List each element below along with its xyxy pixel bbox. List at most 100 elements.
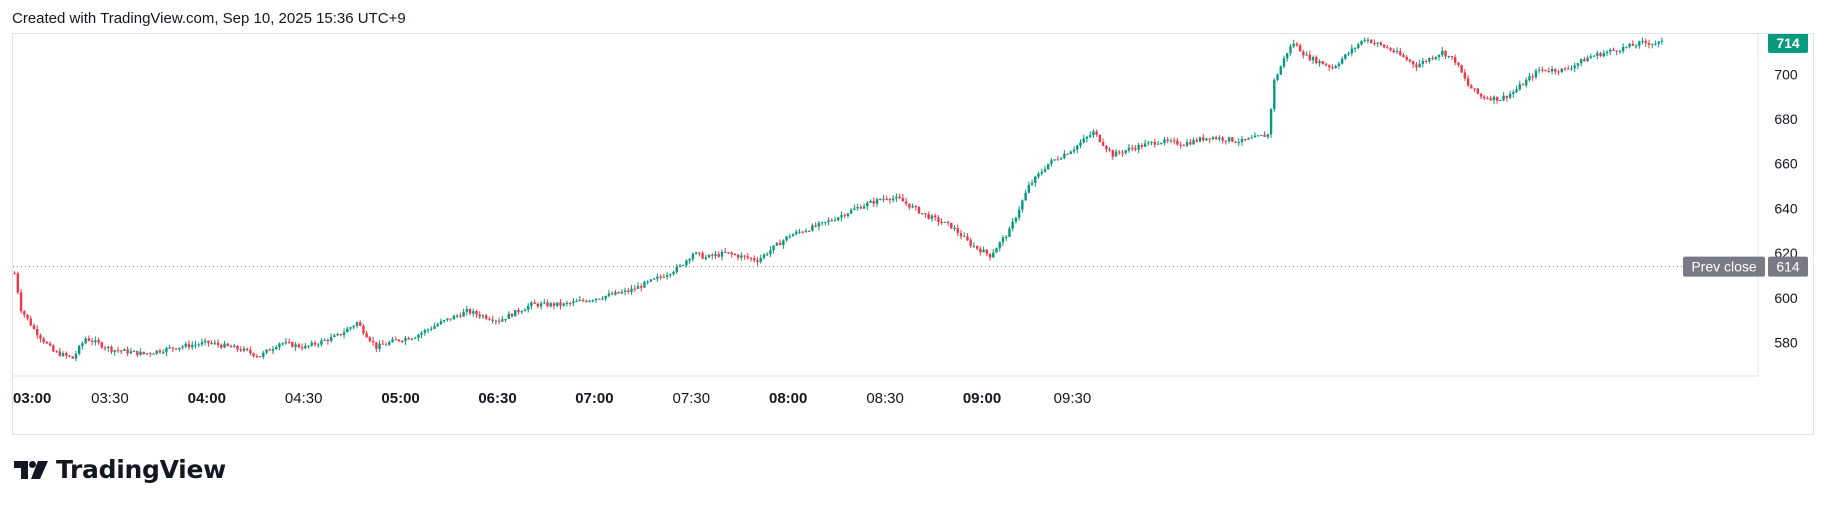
candle-body bbox=[152, 353, 155, 355]
candle-body bbox=[333, 335, 336, 337]
candle-body bbox=[588, 300, 591, 302]
candle-body bbox=[55, 351, 58, 353]
candle-body bbox=[814, 225, 817, 227]
candle-body bbox=[258, 356, 262, 358]
candle-body bbox=[84, 338, 87, 344]
candle-body bbox=[620, 291, 624, 294]
price-tick-label: 600 bbox=[1774, 290, 1798, 306]
candle-body bbox=[1447, 55, 1450, 57]
candle-body bbox=[268, 349, 271, 351]
candle-body bbox=[933, 215, 937, 218]
candle-body bbox=[546, 302, 549, 307]
candle-body bbox=[481, 315, 485, 317]
candle-body bbox=[45, 341, 49, 344]
candle-body bbox=[207, 340, 210, 343]
candle-body bbox=[975, 245, 979, 249]
candle-body bbox=[727, 252, 730, 254]
candle-body bbox=[320, 340, 323, 345]
candle-body bbox=[630, 288, 633, 292]
candle-body bbox=[956, 228, 959, 234]
candle-body bbox=[807, 230, 811, 232]
candle-body bbox=[888, 199, 892, 201]
candle-body bbox=[869, 201, 872, 203]
candle-body bbox=[924, 213, 927, 215]
candle-body bbox=[291, 342, 294, 347]
candle-body bbox=[1366, 39, 1370, 41]
price-tick-label: 580 bbox=[1774, 335, 1798, 351]
candle-body bbox=[917, 207, 921, 214]
candle-body bbox=[672, 271, 675, 275]
candle-body bbox=[678, 265, 682, 267]
candle-body bbox=[736, 254, 740, 258]
candle-body bbox=[610, 293, 614, 295]
candle-body bbox=[171, 347, 175, 349]
candle-body bbox=[501, 319, 504, 322]
candle-body bbox=[265, 349, 268, 353]
candle-body bbox=[1402, 55, 1405, 58]
candle-body bbox=[782, 240, 785, 246]
candle-body bbox=[74, 353, 78, 359]
candle-body bbox=[203, 340, 207, 343]
prev-close-label: Prev close bbox=[1691, 259, 1757, 275]
candle-body bbox=[804, 230, 808, 233]
candle-body bbox=[1466, 78, 1470, 86]
candle-body bbox=[1379, 42, 1383, 45]
candle-body bbox=[48, 343, 52, 346]
candle-body bbox=[514, 310, 517, 317]
chart-panel[interactable]: 580 600 620 640 660 680 700 03:00 03:30 04:00 04:3… bbox=[12, 33, 1814, 435]
candle-body bbox=[963, 236, 966, 238]
candle-body bbox=[465, 309, 468, 312]
candle-body bbox=[1227, 137, 1231, 142]
candle-body bbox=[155, 350, 158, 354]
candle-body bbox=[191, 344, 194, 348]
candle-body bbox=[81, 343, 84, 347]
candle-body bbox=[216, 342, 220, 345]
candle-body bbox=[304, 345, 307, 349]
candle-body bbox=[743, 255, 746, 257]
candle-body bbox=[1001, 237, 1005, 243]
tradingview-logo[interactable]: TradingView bbox=[14, 455, 226, 484]
candle-body bbox=[1518, 84, 1521, 90]
candle-body bbox=[688, 259, 691, 261]
candle-body bbox=[1421, 60, 1425, 64]
candle-body bbox=[1063, 153, 1066, 159]
candle-body bbox=[1198, 137, 1202, 142]
candle-body bbox=[149, 353, 152, 355]
candle-body bbox=[633, 288, 636, 290]
candle-body bbox=[1515, 89, 1518, 93]
candle-body bbox=[94, 340, 97, 343]
candle-body bbox=[381, 343, 385, 345]
candle-body bbox=[90, 340, 94, 343]
candle-body bbox=[459, 315, 462, 317]
candle-body bbox=[875, 199, 879, 204]
candle-body bbox=[717, 254, 720, 257]
candle-body bbox=[966, 236, 969, 241]
candle-body bbox=[413, 337, 417, 339]
candle-body bbox=[720, 251, 724, 257]
candle-body bbox=[682, 265, 685, 267]
candle-body bbox=[1021, 200, 1024, 210]
candle-body bbox=[982, 249, 985, 253]
candle-body bbox=[1654, 43, 1657, 45]
candle-body bbox=[1579, 59, 1583, 64]
candle-body bbox=[349, 327, 352, 329]
candle-body bbox=[1043, 169, 1047, 172]
candle-body bbox=[950, 222, 953, 229]
candle-body bbox=[1399, 51, 1402, 56]
candle-body bbox=[1208, 138, 1211, 140]
candle-body bbox=[1253, 135, 1257, 138]
candle-body bbox=[352, 325, 355, 328]
last-price-label: 714 bbox=[1776, 35, 1800, 51]
candle-body bbox=[1244, 138, 1247, 140]
candle-body bbox=[598, 298, 601, 300]
candle-body bbox=[817, 222, 821, 227]
candle-body bbox=[1628, 43, 1631, 47]
candle-body bbox=[452, 315, 456, 320]
candle-body bbox=[985, 249, 989, 254]
time-tick-label: 08:00 bbox=[769, 390, 807, 407]
candle-body bbox=[691, 253, 695, 260]
candle-body bbox=[1612, 49, 1615, 51]
candle-body bbox=[1583, 59, 1586, 62]
candle-body bbox=[107, 346, 110, 349]
